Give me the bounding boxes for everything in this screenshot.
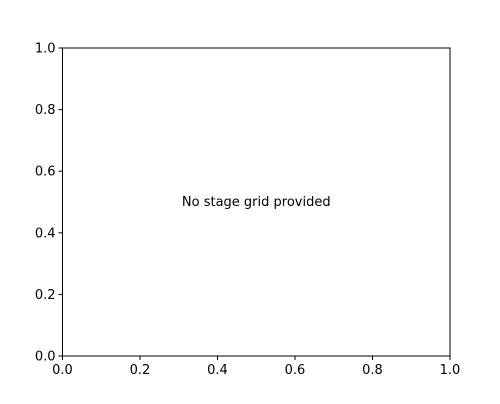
x-tick-label: 0.2 (130, 363, 151, 378)
y-tick-label: 0.6 (35, 165, 56, 180)
no-data-annotation: No stage grid provided (182, 195, 331, 210)
y-tick-label: 0.2 (35, 288, 56, 303)
y-tick-label: 0.4 (35, 226, 56, 241)
y-axis-ticks: 0.0 0.2 0.4 0.6 0.8 1.0 (35, 42, 63, 365)
axes-frame (62, 47, 451, 357)
x-tick-label: 0.0 (52, 363, 73, 378)
x-tick-label: 1.0 (440, 363, 461, 378)
x-tick-label: 0.6 (285, 363, 306, 378)
x-axis-ticks: 0.0 0.2 0.4 0.6 0.8 1.0 (52, 356, 460, 378)
x-tick-label: 0.4 (207, 363, 228, 378)
y-tick-label: 0.0 (35, 350, 56, 365)
y-tick-label: 0.8 (35, 103, 56, 118)
y-tick-label: 1.0 (35, 42, 56, 57)
x-tick-label: 0.8 (362, 363, 383, 378)
plot-area (62, 48, 450, 356)
